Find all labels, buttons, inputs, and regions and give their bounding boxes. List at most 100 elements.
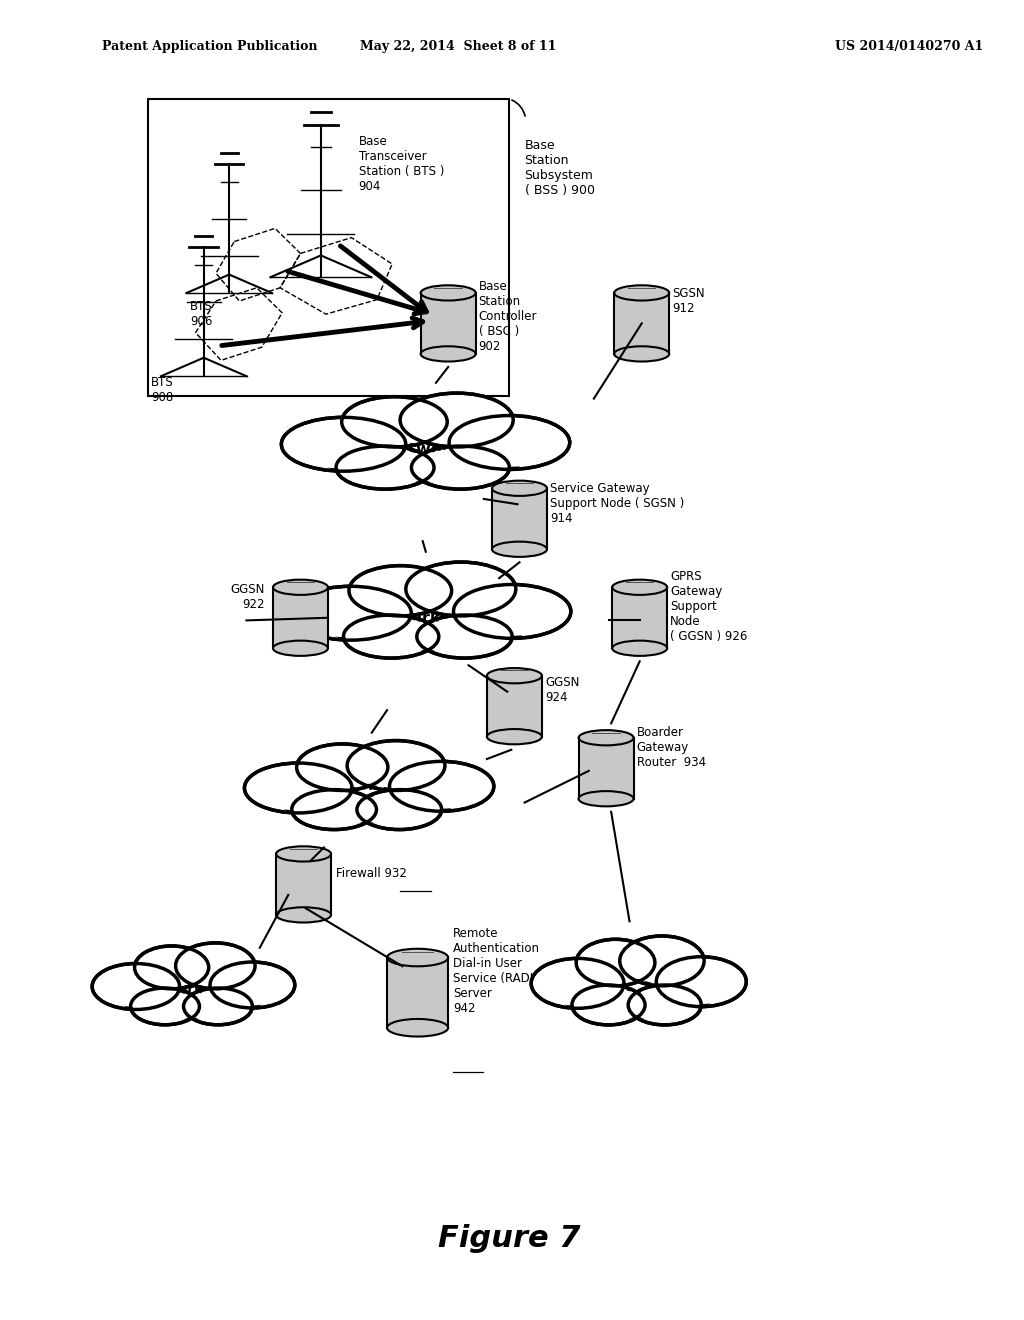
Ellipse shape [579,791,634,807]
Ellipse shape [486,668,542,684]
Ellipse shape [387,949,449,966]
Ellipse shape [282,417,406,471]
Ellipse shape [136,949,207,986]
Ellipse shape [349,743,443,788]
Text: US 2014/0140270 A1: US 2014/0140270 A1 [836,40,983,53]
Ellipse shape [273,640,328,656]
Ellipse shape [183,989,252,1024]
Text: GGSN
924: GGSN 924 [545,676,580,704]
Ellipse shape [273,768,461,821]
Ellipse shape [347,741,444,791]
Ellipse shape [391,764,492,809]
Ellipse shape [630,987,699,1022]
Ellipse shape [292,789,377,829]
Ellipse shape [408,565,514,614]
Bar [579,738,634,799]
Bar [492,488,547,549]
Text: May 22, 2014  Sheet 8 of 11: May 22, 2014 Sheet 8 of 11 [360,40,557,53]
Ellipse shape [614,346,670,362]
Ellipse shape [486,729,542,744]
Ellipse shape [292,589,410,638]
Ellipse shape [572,985,645,1024]
Text: Base
Transceiver
Station ( BTS )
904: Base Transceiver Station ( BTS ) 904 [358,135,444,193]
Ellipse shape [419,618,510,656]
Text: SGSN
912: SGSN 912 [673,286,705,315]
Bar [273,587,328,648]
Ellipse shape [177,945,253,986]
Ellipse shape [294,792,375,826]
Ellipse shape [628,985,701,1024]
Ellipse shape [299,747,386,788]
Text: Patent Application Publication: Patent Application Publication [101,40,317,53]
Ellipse shape [359,792,439,826]
Ellipse shape [284,420,403,469]
Ellipse shape [456,587,568,636]
Ellipse shape [94,966,177,1007]
Bar [276,854,331,915]
Ellipse shape [343,615,439,659]
Bar [486,676,542,737]
Ellipse shape [534,961,622,1006]
Ellipse shape [276,907,331,923]
Ellipse shape [450,416,569,470]
Ellipse shape [412,446,509,490]
Ellipse shape [273,579,328,595]
Ellipse shape [656,957,746,1007]
Ellipse shape [297,744,388,791]
Ellipse shape [357,789,441,829]
Ellipse shape [290,586,412,640]
Ellipse shape [133,991,198,1022]
Ellipse shape [421,346,476,362]
Ellipse shape [338,449,432,487]
Bar [614,293,670,354]
Bar [421,293,476,354]
Ellipse shape [351,569,450,614]
Ellipse shape [421,285,476,301]
Text: Fixed- End
System  (FES)  or
Internet   930: Fixed- End System (FES) or Internet 930 [299,760,434,808]
Ellipse shape [389,762,494,812]
Bar [147,99,509,396]
Ellipse shape [579,730,634,746]
Text: BTS
906: BTS 906 [190,300,213,327]
Text: Corporate
Network   940: Corporate Network 940 [136,968,247,997]
Text: Internal Packet
Network   920: Internal Packet Network 920 [358,594,497,626]
Ellipse shape [175,942,255,989]
Ellipse shape [131,989,200,1024]
Ellipse shape [336,446,434,490]
Text: Base
Station
Controller
( BSC )
902: Base Station Controller ( BSC ) 902 [479,280,538,352]
Ellipse shape [314,422,531,480]
Ellipse shape [406,562,516,616]
Ellipse shape [658,960,744,1005]
Ellipse shape [579,942,653,983]
Ellipse shape [402,396,511,445]
Ellipse shape [574,987,643,1022]
Ellipse shape [612,640,668,656]
Ellipse shape [492,480,547,496]
Ellipse shape [577,940,655,986]
Ellipse shape [349,566,452,616]
Ellipse shape [492,541,547,557]
Ellipse shape [185,991,251,1022]
Text: Internal Frame
Relay Network    910: Internal Frame Relay Network 910 [329,425,516,457]
Ellipse shape [92,964,179,1010]
Text: Remote
Authentication
Dial-in User
Service (RADIUS)
Server
942: Remote Authentication Dial-in User Servi… [454,927,554,1015]
Ellipse shape [612,579,668,595]
Bar [387,957,449,1028]
Text: Base
Station
Subsystem
( BSS ) 900: Base Station Subsystem ( BSS ) 900 [524,139,595,197]
Ellipse shape [387,1019,449,1036]
Ellipse shape [345,618,437,656]
Ellipse shape [245,763,352,813]
Ellipse shape [556,964,718,1016]
Text: Firewall 932: Firewall 932 [336,867,407,880]
Ellipse shape [622,939,702,983]
Ellipse shape [417,615,512,659]
Ellipse shape [276,846,331,862]
Ellipse shape [531,958,624,1008]
Ellipse shape [454,585,570,639]
Ellipse shape [342,397,447,447]
Bar [612,587,668,648]
Ellipse shape [620,936,705,986]
Text: GPRS
Gateway
Support
Node
( GGSN ) 926: GPRS Gateway Support Node ( GGSN ) 926 [671,570,748,643]
Ellipse shape [414,449,507,487]
Text: Boarder
Gateway
Router  934: Boarder Gateway Router 934 [637,726,706,770]
